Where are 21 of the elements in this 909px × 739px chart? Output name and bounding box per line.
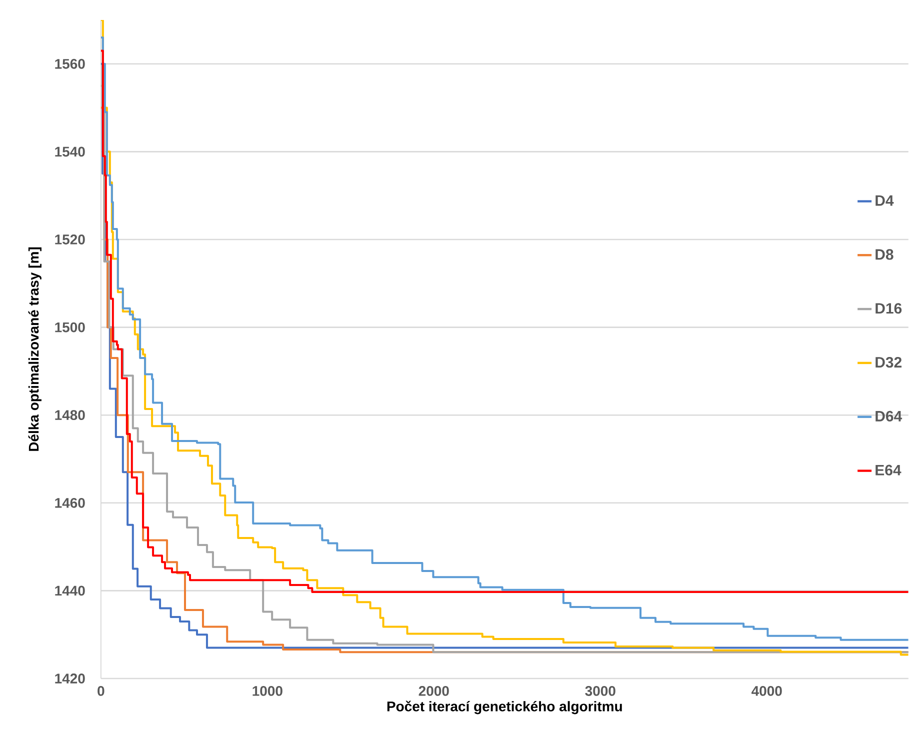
x-axis-title: Počet iterací genetického algoritmu [387, 700, 622, 714]
x-tick-label: 0 [98, 686, 104, 696]
legend-label: D8 [876, 248, 894, 260]
y-tick-label: 1420 [55, 673, 85, 684]
x-tick-label: 2000 [418, 686, 449, 696]
x-tick-label: 4000 [752, 686, 782, 696]
x-tick-label: 1000 [252, 686, 282, 696]
legend-label: D4 [876, 195, 894, 206]
y-tick-label: 1460 [55, 498, 85, 508]
y-tick-label: 1520 [55, 234, 85, 244]
y-tick-label: 1500 [55, 322, 85, 332]
y-tick-label: 1440 [55, 586, 85, 596]
y-tick-label: 1560 [55, 58, 85, 69]
y-tick-label: 1480 [55, 410, 85, 420]
legend-label: D64 [876, 410, 902, 422]
legend-label: E64 [876, 464, 902, 476]
legend-label: D32 [876, 356, 902, 368]
y-tick-label: 1540 [55, 146, 85, 156]
legend-label: D16 [876, 302, 902, 314]
x-tick-label: 3000 [585, 686, 616, 696]
y-axis-title: Délka optimalizované trasy [m] [28, 247, 42, 451]
